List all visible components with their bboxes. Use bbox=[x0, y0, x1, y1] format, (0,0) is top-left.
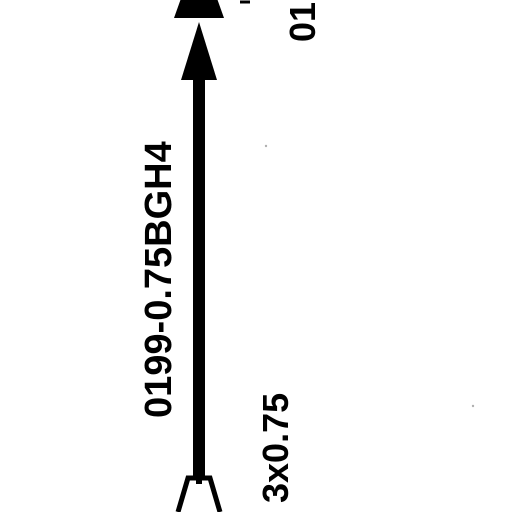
cable-part-number-label: 0199-0.75BGH4 bbox=[138, 141, 180, 418]
scan-dot bbox=[264, 144, 268, 148]
scan-dot bbox=[471, 404, 475, 408]
top-partial-label: 01 bbox=[282, 1, 323, 42]
upper-arrowhead bbox=[174, 0, 224, 18]
cable-line bbox=[193, 78, 205, 478]
cable-size-label: 3x0.75 bbox=[255, 392, 296, 503]
connector-symbol bbox=[175, 475, 223, 512]
arrowhead bbox=[181, 22, 217, 80]
